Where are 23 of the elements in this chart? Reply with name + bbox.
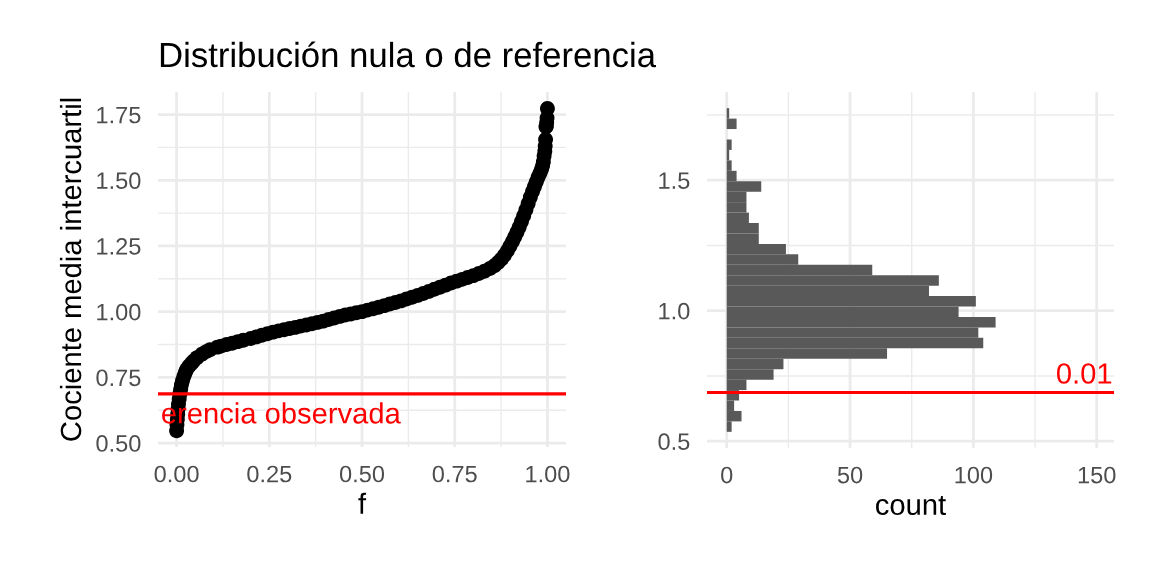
x-axis-title: count — [876, 495, 946, 516]
y-axis-title: Cociente media intercuartil — [59, 98, 82, 441]
y-tick-label: 1.0 — [659, 302, 690, 320]
y-tick-label: 1.25 — [97, 238, 141, 255]
x-tick-label: 0.50 — [339, 465, 385, 483]
x-tick-label: 1.00 — [526, 465, 570, 483]
chart-title: Distribución nula o de referencia — [160, 41, 657, 68]
y-tick-label: 1.75 — [97, 106, 141, 124]
annotation: 0.01 — [1056, 363, 1112, 384]
y-tick-label: 0.75 — [96, 369, 141, 387]
y-tick-label: 1.00 — [97, 303, 141, 321]
x-tick-label: 0 — [721, 466, 733, 484]
x-tick-label: 0.25 — [247, 465, 292, 483]
y-tick-label: 0.50 — [96, 435, 141, 452]
x-tick-label: 50 — [837, 466, 863, 484]
x-tick-label: 0.00 — [154, 465, 199, 483]
x-tick-label: 150 — [1078, 466, 1116, 484]
y-tick-label: 0.5 — [658, 433, 690, 451]
y-tick-label: 1.50 — [97, 172, 141, 190]
x-axis-title: f — [358, 492, 367, 514]
y-tick-label: 1.5 — [659, 172, 690, 189]
x-tick-label: 100 — [955, 466, 993, 484]
x-tick-label: 0.75 — [432, 465, 477, 483]
